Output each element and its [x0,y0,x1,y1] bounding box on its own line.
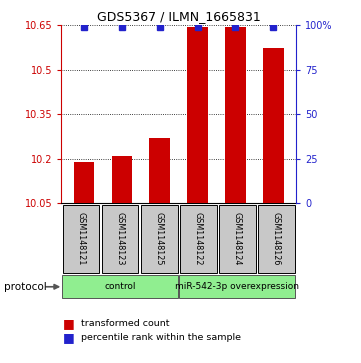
Bar [74,162,95,203]
Bar [62,275,178,298]
Text: transformed count: transformed count [81,319,170,327]
Text: GSM1148125: GSM1148125 [155,212,164,265]
Bar [219,205,256,273]
Text: GSM1148126: GSM1148126 [272,212,281,265]
Text: ■: ■ [63,331,75,344]
Text: GSM1148122: GSM1148122 [194,212,203,265]
Bar [225,27,246,203]
Bar [258,205,295,273]
Text: GSM1148123: GSM1148123 [116,212,125,265]
Bar [112,156,132,203]
Text: percentile rank within the sample: percentile rank within the sample [81,333,241,342]
Bar [179,275,295,298]
Text: miR-542-3p overexpression: miR-542-3p overexpression [175,282,299,291]
Bar [102,205,138,273]
Text: protocol: protocol [4,282,46,292]
Text: GSM1148121: GSM1148121 [77,212,86,265]
Text: control: control [104,282,136,291]
Text: GSM1148124: GSM1148124 [233,212,242,265]
Bar [141,205,178,273]
Bar [263,48,284,203]
Bar [180,205,217,273]
Bar [62,205,99,273]
Title: GDS5367 / ILMN_1665831: GDS5367 / ILMN_1665831 [97,10,261,23]
Bar [149,138,170,203]
Text: ■: ■ [63,317,75,330]
Bar [187,27,208,203]
